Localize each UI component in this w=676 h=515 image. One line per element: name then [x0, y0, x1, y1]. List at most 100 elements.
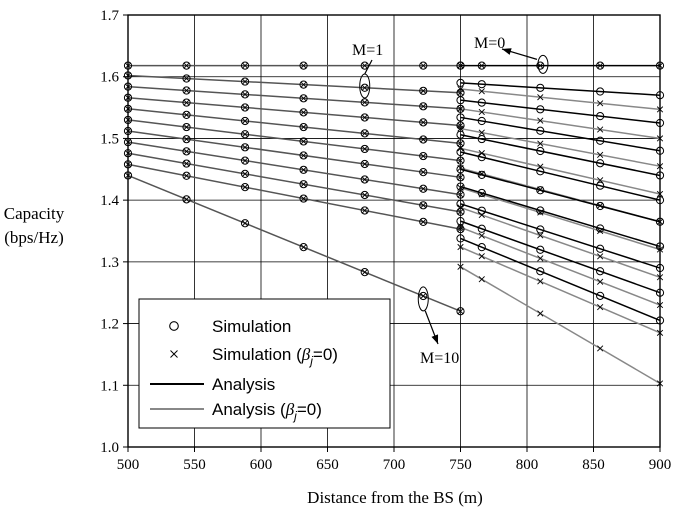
simulation-beta0-cross-marker [537, 278, 544, 285]
simulation-circle-marker [182, 122, 191, 132]
simulation-beta0-cross-marker [241, 157, 249, 164]
simulation-beta0-cross-marker [597, 126, 604, 133]
simulation-circle-marker [456, 130, 465, 139]
annotation-ellipse-m10 [417, 286, 429, 312]
simulation-circle-marker [360, 129, 369, 138]
analysis-line [460, 168, 661, 223]
simulation-circle-marker [596, 136, 605, 145]
x-tick-label: 500 [117, 457, 140, 473]
simulation-circle-marker [240, 156, 250, 165]
analysis-beta0-line [460, 127, 661, 167]
simulation-circle-marker [456, 190, 465, 199]
simulation-circle-marker [360, 98, 369, 107]
simulation-circle-marker [477, 116, 486, 126]
legend-label-simulation-beta0-beta: β [301, 345, 311, 364]
simulation-circle-marker [536, 167, 545, 176]
series-layer [127, 64, 661, 385]
simulation-circle-marker [360, 159, 369, 169]
simulation-circle-marker [419, 201, 428, 210]
simulation-beta0-cross-marker [478, 232, 485, 239]
annotation-label-m1: M=1 [352, 42, 383, 59]
simulation-beta0-cross-marker [241, 117, 249, 125]
simulation-circle-marker [360, 61, 369, 70]
simulation-circle-marker [596, 181, 605, 190]
simulation-circle-marker [456, 225, 465, 234]
simulation-beta0-cross-marker [597, 345, 604, 352]
simulation-beta0-cross-marker [457, 224, 464, 231]
simulation-beta0-cross-marker [300, 166, 307, 173]
simulation-beta0-cross-marker [241, 78, 249, 85]
simulation-circle-marker [536, 83, 545, 92]
simulation-beta0-cross-marker [597, 151, 604, 159]
simulation-beta0-cross-marker [241, 131, 249, 138]
simulation-circle-marker [419, 184, 428, 193]
analysis-line [460, 185, 661, 248]
analysis-inner-line [127, 96, 461, 127]
analysis-line [460, 116, 661, 152]
simulation-beta0-cross-marker [183, 136, 190, 143]
annotation-ellipse-m0 [537, 54, 549, 74]
simulation-beta0-cross-marker [361, 191, 368, 199]
simulation-beta0-cross-marker [457, 243, 464, 251]
simulation-circle-marker [456, 156, 465, 165]
analysis-line [460, 151, 661, 201]
analysis-inner-line [127, 152, 461, 213]
simulation-circle-marker [456, 182, 465, 191]
simulation-beta0-cross-marker [420, 87, 427, 94]
simulation-beta0-cross-marker [457, 226, 464, 233]
y-tick-label: 1.6 [100, 70, 119, 86]
simulation-beta0-cross-marker [597, 202, 604, 209]
legend-box [138, 298, 391, 429]
simulation-beta0-cross-marker [457, 191, 464, 198]
x-tick-label: 550 [183, 457, 206, 473]
simulation-circle-marker [477, 224, 486, 233]
simulation-beta0-cross-marker [597, 177, 604, 184]
simulation-circle-marker [419, 151, 428, 161]
simulation-circle-marker [182, 159, 191, 168]
simulation-beta0-cross-marker [241, 62, 249, 69]
simulation-beta0-cross-marker [478, 129, 485, 136]
simulation-beta0-cross-marker [457, 122, 464, 129]
analysis-line [460, 133, 661, 177]
simulation-circle-marker [596, 61, 605, 70]
simulation-circle-marker [419, 61, 428, 70]
simulation-circle-marker [477, 98, 486, 107]
simulation-circle-marker [536, 186, 545, 195]
simulation-beta0-cross-marker [420, 185, 427, 192]
simulation-circle-marker [360, 175, 369, 184]
simulation-beta0-cross-marker [300, 62, 307, 69]
x-tick-label: 700 [383, 457, 406, 473]
simulation-beta0-cross-marker [183, 75, 190, 82]
simulation-beta0-cross-marker [457, 184, 464, 191]
simulation-circle-marker [456, 104, 465, 113]
simulation-circle-marker [360, 113, 369, 122]
annotation-layer: M=0 M=1 M=10 [352, 35, 549, 367]
simulation-circle-marker [477, 80, 486, 89]
simulation-beta0-cross-marker [300, 244, 307, 251]
simulation-beta0-cross-marker [537, 255, 544, 262]
simulation-circle-marker [240, 90, 250, 99]
analysis-line [460, 99, 661, 124]
simulation-beta0-cross-marker [457, 308, 464, 315]
simulation-beta0-cross-marker [478, 253, 485, 260]
simulation-beta0-cross-marker [597, 278, 604, 285]
simulation-circle-marker [456, 96, 465, 105]
simulation-beta0-cross-marker [420, 119, 427, 126]
simulation-beta0-cross-marker [361, 176, 368, 183]
simulation-circle-marker [299, 165, 308, 174]
simulation-circle-marker [240, 116, 250, 126]
annotation-arrow-m10-head [431, 334, 439, 344]
simulation-beta0-cross-marker [241, 104, 249, 111]
legend-label-simulation-beta0-main: Simulation ( [212, 345, 302, 364]
simulation-beta0-cross-marker [183, 123, 190, 131]
simulation-circle-marker [182, 147, 191, 156]
y-tick-label: 1.3 [100, 255, 119, 271]
simulation-beta0-cross-marker [183, 196, 190, 203]
simulation-beta0-cross-marker [597, 303, 604, 311]
analysis-inner-line [127, 163, 461, 230]
simulation-beta0-cross-marker [457, 157, 464, 164]
simulation-circle-marker [182, 171, 191, 180]
simulation-circle-marker [299, 80, 308, 89]
simulation-circle-marker [360, 206, 369, 215]
